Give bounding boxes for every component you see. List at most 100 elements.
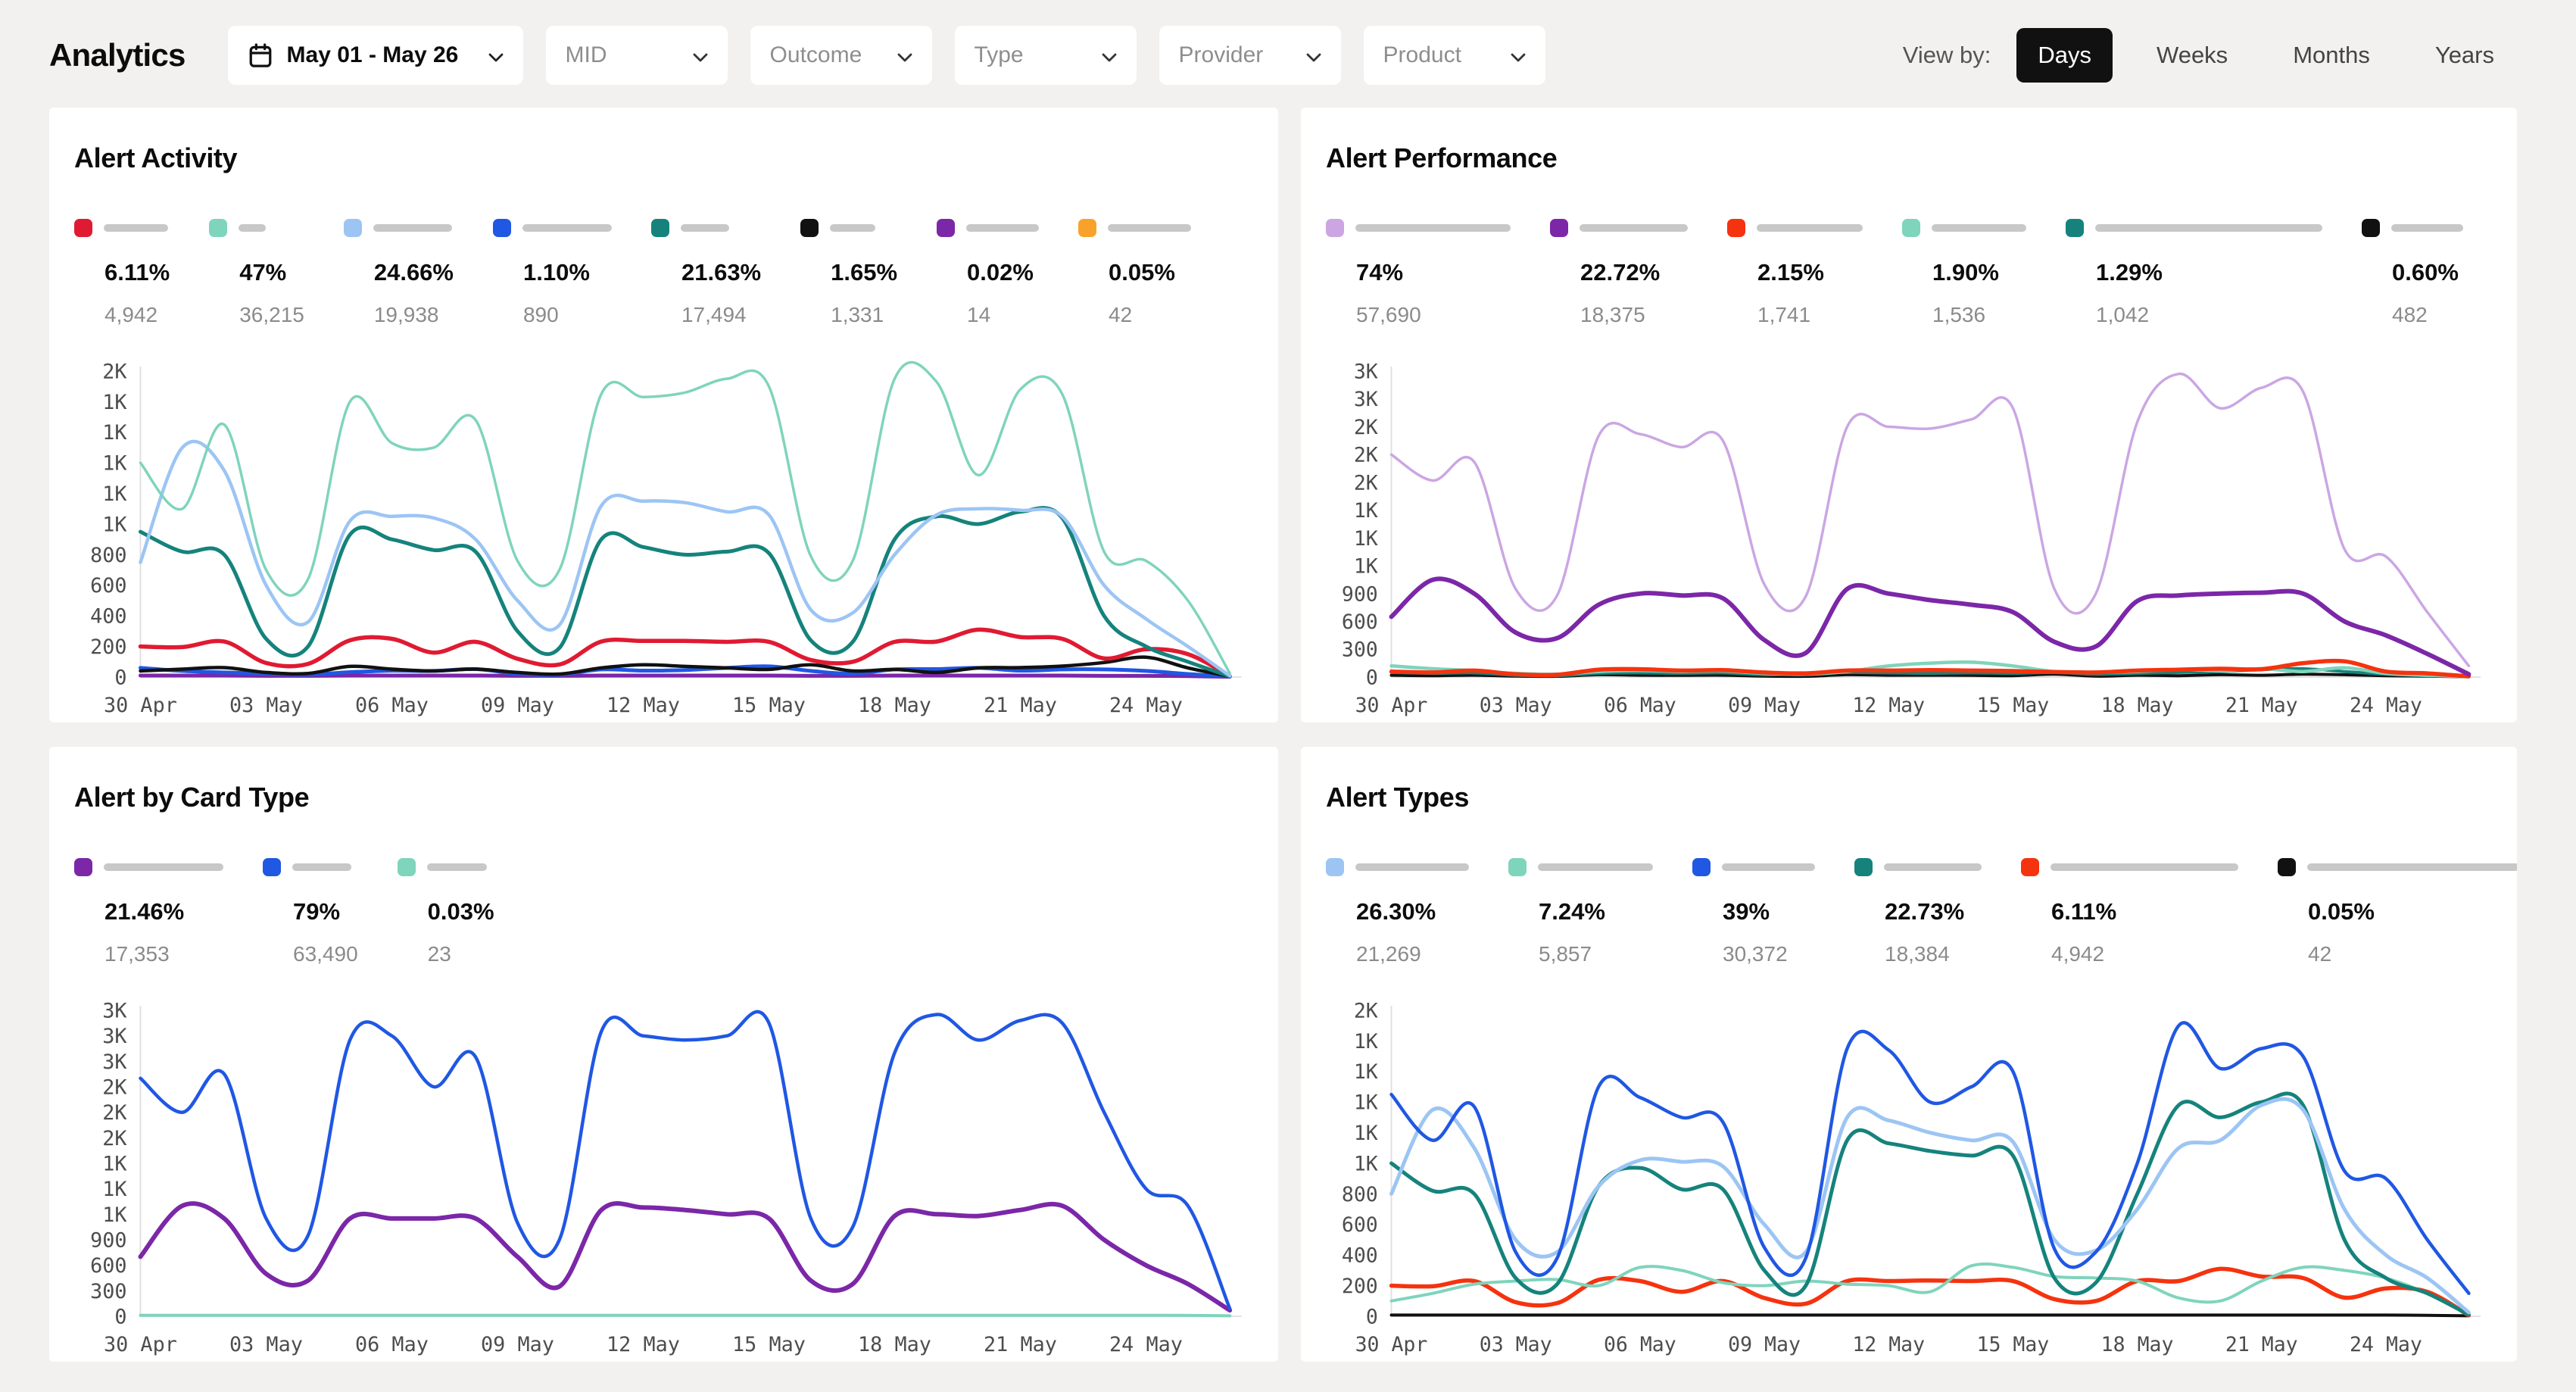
- svg-text:30 Apr: 30 Apr: [104, 694, 177, 717]
- svg-text:03 May: 03 May: [1480, 1333, 1552, 1356]
- chevron-down-icon: [1306, 42, 1321, 68]
- legend-item[interactable]: 1.65%1,331: [800, 218, 897, 327]
- svg-text:600: 600: [1342, 1213, 1378, 1237]
- svg-text:2K: 2K: [102, 1101, 127, 1125]
- legend-item[interactable]: 39%30,372: [1692, 857, 1815, 966]
- svg-text:400: 400: [90, 605, 126, 629]
- svg-text:12 May: 12 May: [607, 1333, 680, 1356]
- legend-item[interactable]: 2.15% 1,741: [1727, 218, 1863, 327]
- legend-item[interactable]: 21.46%17,353: [74, 857, 223, 966]
- legend-item[interactable]: 24.66%19,938: [344, 218, 454, 327]
- alert-performance-line-chart: 3K3K2K2K2K1K1K1K900600300030 Apr03 May06…: [1326, 359, 2487, 723]
- legend-percent: 0.03%: [428, 898, 494, 925]
- legend-percent: 24.66%: [374, 259, 454, 286]
- filter-bar: May 01 - May 26 MID Outcome Type: [228, 26, 1545, 85]
- svg-text:2K: 2K: [1354, 416, 1378, 439]
- provider-filter-placeholder: Provider: [1179, 42, 1264, 68]
- legend-count: 63,490: [293, 942, 358, 966]
- svg-text:1K: 1K: [102, 482, 127, 506]
- svg-text:1K: 1K: [1354, 1030, 1378, 1053]
- series-label-pill: [2051, 863, 2238, 871]
- legend-item[interactable]: 6.11%4,942: [2021, 857, 2238, 966]
- svg-text:3K: 3K: [102, 1025, 127, 1048]
- svg-text:1K: 1K: [1354, 1152, 1378, 1175]
- series-label-pill: [373, 224, 452, 232]
- legend-item[interactable]: 0.05%42: [1078, 218, 1191, 327]
- svg-text:24 May: 24 May: [2350, 1333, 2422, 1356]
- legend-item[interactable]: 1.90%1,536: [1902, 218, 2026, 327]
- date-range-picker[interactable]: May 01 - May 26: [228, 26, 523, 85]
- svg-text:1K: 1K: [102, 1152, 127, 1175]
- svg-text:15 May: 15 May: [732, 694, 806, 717]
- series-color-chip: [209, 219, 227, 237]
- svg-text:12 May: 12 May: [1852, 694, 1925, 717]
- legend-count: 14: [967, 303, 1039, 327]
- chevron-down-icon: [488, 42, 504, 68]
- svg-text:3K: 3K: [102, 1050, 127, 1074]
- legend-item[interactable]: 22.73%18,384: [1854, 857, 1982, 966]
- svg-text:2K: 2K: [102, 360, 127, 383]
- provider-filter-dropdown[interactable]: Provider: [1159, 26, 1341, 85]
- legend-item[interactable]: 0.03%23: [398, 857, 494, 966]
- legend-percent: 21.46%: [104, 898, 223, 925]
- svg-text:09 May: 09 May: [1728, 694, 1801, 717]
- legend-count: 890: [523, 303, 612, 327]
- series-color-chip: [74, 219, 92, 237]
- legend-count: 1,536: [1932, 303, 2026, 327]
- svg-text:03 May: 03 May: [1480, 694, 1552, 717]
- legend-percent: 26.30%: [1356, 898, 1469, 925]
- mid-filter-dropdown[interactable]: MID: [546, 26, 728, 85]
- legend-item[interactable]: 7.24%5,857: [1508, 857, 1653, 966]
- legend-item[interactable]: 1.29%1,042: [2066, 218, 2322, 327]
- type-filter-dropdown[interactable]: Type: [955, 26, 1137, 85]
- svg-text:600: 600: [1342, 610, 1378, 634]
- product-filter-dropdown[interactable]: Product: [1364, 26, 1545, 85]
- legend-item[interactable]: 21.63%17,494: [651, 218, 761, 327]
- legend-item[interactable]: 1.10%890: [493, 218, 612, 327]
- legend-percent: 1.29%: [2096, 259, 2322, 286]
- legend-item[interactable]: 6.11%4,942: [74, 218, 170, 327]
- svg-text:24 May: 24 May: [2350, 694, 2422, 717]
- series-color-chip: [1550, 219, 1568, 237]
- chevron-down-icon: [1102, 42, 1117, 68]
- legend-item[interactable]: 0.02%14: [937, 218, 1039, 327]
- legend-item[interactable]: 47%36,215: [209, 218, 304, 327]
- legend-percent: 2.15%: [1757, 259, 1863, 286]
- series-label-pill: [1722, 863, 1815, 871]
- svg-text:1K: 1K: [102, 513, 127, 536]
- legend-item[interactable]: 0.60%482: [2362, 218, 2463, 327]
- view-by-months-button[interactable]: Months: [2272, 28, 2391, 83]
- svg-text:21 May: 21 May: [2225, 1333, 2298, 1356]
- svg-text:1K: 1K: [1354, 1091, 1378, 1114]
- svg-text:2K: 2K: [102, 1127, 127, 1150]
- legend-count: 1,741: [1757, 303, 1863, 327]
- series-color-chip: [937, 219, 955, 237]
- view-by-years-button[interactable]: Years: [2414, 28, 2515, 83]
- svg-text:06 May: 06 May: [355, 1333, 429, 1356]
- legend-count: 30,372: [1723, 942, 1815, 966]
- series-label-pill: [1932, 224, 2026, 232]
- svg-text:900: 900: [90, 1228, 126, 1252]
- view-by-days-button[interactable]: Days: [2016, 28, 2113, 83]
- svg-text:300: 300: [1342, 638, 1378, 662]
- series-color-chip: [800, 219, 819, 237]
- legend-item[interactable]: 0.05%42: [2278, 857, 2517, 966]
- svg-text:600: 600: [90, 574, 126, 598]
- legend-item[interactable]: 79%63,490: [263, 857, 358, 966]
- series-label-pill: [830, 224, 875, 232]
- svg-text:15 May: 15 May: [1977, 694, 2050, 717]
- series-label-pill: [1580, 224, 1688, 232]
- legend-item[interactable]: 74%57,690: [1326, 218, 1511, 327]
- outcome-filter-dropdown[interactable]: Outcome: [750, 26, 932, 85]
- legend-count: 42: [2308, 942, 2517, 966]
- legend-item[interactable]: 26.30%21,269: [1326, 857, 1469, 966]
- legend-item[interactable]: 22.72%18,375: [1550, 218, 1688, 327]
- svg-text:1K: 1K: [1354, 1122, 1378, 1145]
- chart-legend: 6.11%4,942 47%36,215 24.66%19,938 1.10%890 2…: [74, 218, 1248, 327]
- svg-text:2K: 2K: [1354, 443, 1378, 467]
- svg-text:3K: 3K: [102, 999, 127, 1022]
- svg-text:1K: 1K: [102, 1203, 127, 1227]
- legend-percent: 0.60%: [2392, 259, 2463, 286]
- svg-text:12 May: 12 May: [607, 694, 680, 717]
- view-by-weeks-button[interactable]: Weeks: [2135, 28, 2249, 83]
